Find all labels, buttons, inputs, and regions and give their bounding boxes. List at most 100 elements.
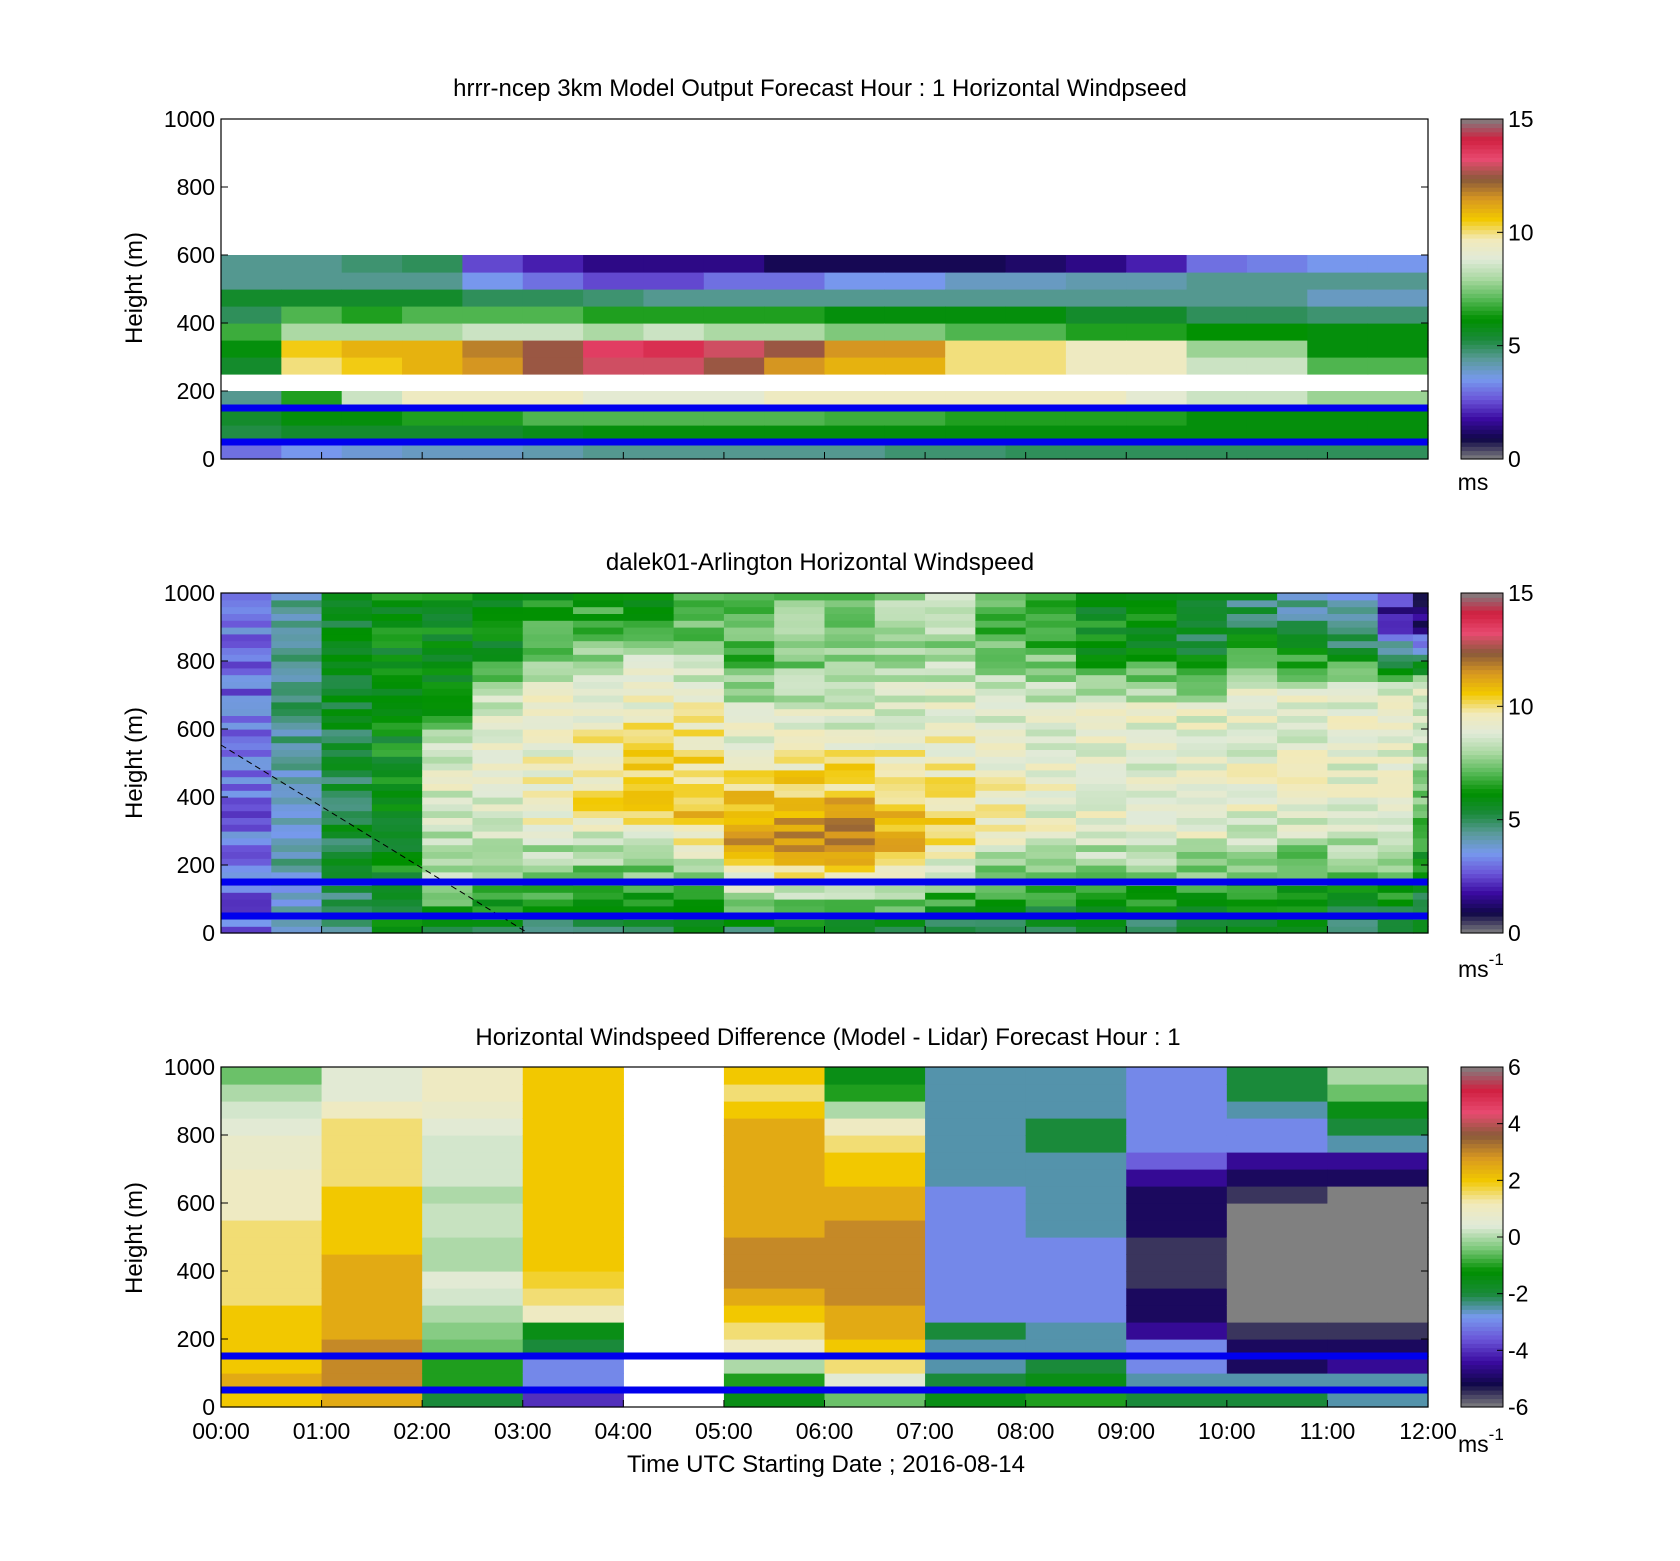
heatmap-cell bbox=[462, 272, 524, 290]
heatmap-cell bbox=[623, 654, 675, 662]
colorbar-swatch bbox=[1461, 1390, 1503, 1395]
heatmap-cell bbox=[1025, 613, 1077, 621]
heatmap-cell bbox=[1277, 769, 1329, 778]
heatmap-cell bbox=[1412, 599, 1429, 608]
heatmap-cell bbox=[1176, 817, 1228, 825]
heatmap-cell bbox=[1176, 708, 1228, 716]
heatmap-cell bbox=[522, 340, 584, 358]
heatmap-cell bbox=[723, 654, 775, 662]
heatmap-cell bbox=[925, 701, 976, 710]
heatmap-cell bbox=[221, 769, 272, 778]
heatmap-cell bbox=[1412, 708, 1429, 716]
colorbar-swatch bbox=[1461, 1351, 1503, 1357]
heatmap-cell bbox=[945, 306, 1007, 324]
heatmap-cell bbox=[1277, 647, 1329, 655]
heatmap-cell bbox=[1025, 1271, 1127, 1289]
heatmap-cell bbox=[1412, 647, 1429, 655]
heatmap-cell bbox=[522, 1271, 624, 1289]
heatmap-cell bbox=[522, 858, 574, 866]
colorbar-swatch bbox=[1461, 429, 1503, 435]
heatmap-cell bbox=[975, 742, 1027, 750]
heatmap-cell bbox=[623, 865, 675, 873]
heatmap-cell bbox=[774, 831, 826, 839]
heatmap-cell bbox=[573, 749, 624, 757]
heatmap-cell bbox=[975, 824, 1027, 832]
heatmap-cell bbox=[673, 742, 725, 750]
heatmap-cell bbox=[1327, 1203, 1429, 1221]
heatmap-cell bbox=[422, 892, 474, 900]
heatmap-cell bbox=[975, 627, 1027, 635]
heatmap-cell bbox=[723, 1356, 826, 1374]
heatmap-cell bbox=[874, 627, 926, 635]
heatmap-cell bbox=[1075, 695, 1127, 703]
heatmap-cell bbox=[1327, 817, 1379, 825]
heatmap-cell bbox=[975, 729, 1027, 737]
colorbar-units-exponent: -1 bbox=[1489, 950, 1504, 969]
heatmap-cell bbox=[221, 905, 272, 914]
heatmap-cell bbox=[1176, 722, 1228, 730]
heatmap-cell bbox=[472, 851, 524, 859]
heatmap-cell bbox=[623, 701, 675, 710]
heatmap-cell bbox=[1126, 1373, 1228, 1391]
heatmap-cell bbox=[1226, 1084, 1329, 1102]
heatmap-cell bbox=[703, 357, 765, 375]
heatmap-cell bbox=[623, 858, 675, 866]
colorbar-swatch bbox=[1461, 1211, 1503, 1217]
heatmap-cell bbox=[221, 1390, 323, 1408]
heatmap-cell bbox=[1126, 769, 1178, 778]
heatmap-cell bbox=[1277, 627, 1329, 635]
heatmap-cell bbox=[703, 340, 765, 358]
heatmap-cell bbox=[1126, 1220, 1228, 1238]
heatmap-cell bbox=[1277, 831, 1329, 839]
heatmap-cell bbox=[1277, 824, 1329, 832]
heatmap-cell bbox=[874, 701, 926, 710]
heatmap-cell bbox=[1226, 851, 1278, 859]
heatmap-cell bbox=[1377, 837, 1414, 846]
heatmap-cell bbox=[623, 729, 675, 737]
colorbar-swatch bbox=[1461, 289, 1503, 294]
heatmap-cell bbox=[1246, 323, 1308, 341]
colorbar-swatch bbox=[1461, 1109, 1503, 1115]
heatmap-cell bbox=[472, 681, 524, 689]
heatmap-cell bbox=[371, 776, 423, 784]
heatmap-cell bbox=[623, 810, 675, 818]
heatmap-cell bbox=[422, 1254, 524, 1272]
heatmap-cell bbox=[1226, 1356, 1329, 1374]
colorbar-frame bbox=[1460, 118, 1504, 460]
x-tick-label: 05:00 bbox=[695, 1418, 753, 1444]
heatmap-cell bbox=[422, 769, 474, 778]
heatmap-cell bbox=[623, 749, 675, 757]
heatmap-cell bbox=[1075, 640, 1127, 648]
heatmap-cell bbox=[1327, 831, 1379, 839]
heatmap-cell bbox=[673, 865, 725, 873]
heatmap-cell bbox=[764, 425, 826, 443]
colorbar-swatch bbox=[1461, 877, 1503, 883]
heatmap-cell bbox=[472, 640, 524, 648]
panel-title: dalek01-Arlington Horizontal Windspeed bbox=[606, 549, 1034, 576]
heatmap-cell bbox=[371, 633, 423, 642]
colorbar-swatch bbox=[1461, 391, 1503, 396]
heatmap-cell bbox=[673, 661, 725, 669]
colorbar-swatch bbox=[1461, 656, 1503, 662]
heatmap-cell bbox=[1176, 926, 1228, 934]
heatmap-cell bbox=[673, 797, 725, 805]
heatmap-cell bbox=[623, 803, 675, 812]
heatmap-cell bbox=[472, 926, 524, 934]
heatmap-cell bbox=[271, 715, 323, 723]
heatmap-cell bbox=[422, 661, 474, 669]
heatmap-cell bbox=[271, 633, 323, 642]
heatmap-cell bbox=[874, 837, 926, 846]
heatmap-cell bbox=[824, 323, 886, 341]
heatmap-cell bbox=[925, 1356, 1027, 1374]
heatmap-cell bbox=[271, 620, 323, 628]
heatmap-cell bbox=[824, 1305, 926, 1323]
heatmap-cell bbox=[281, 357, 343, 375]
heatmap-cell bbox=[1327, 892, 1379, 900]
heatmap-cell bbox=[1126, 593, 1178, 601]
heatmap-cell bbox=[1065, 408, 1127, 426]
heatmap-cell bbox=[472, 844, 524, 852]
colorbar-swatch bbox=[1461, 1228, 1503, 1234]
heatmap-cell bbox=[824, 593, 876, 601]
heatmap-cell bbox=[321, 1305, 423, 1323]
heatmap-cell bbox=[522, 708, 574, 716]
